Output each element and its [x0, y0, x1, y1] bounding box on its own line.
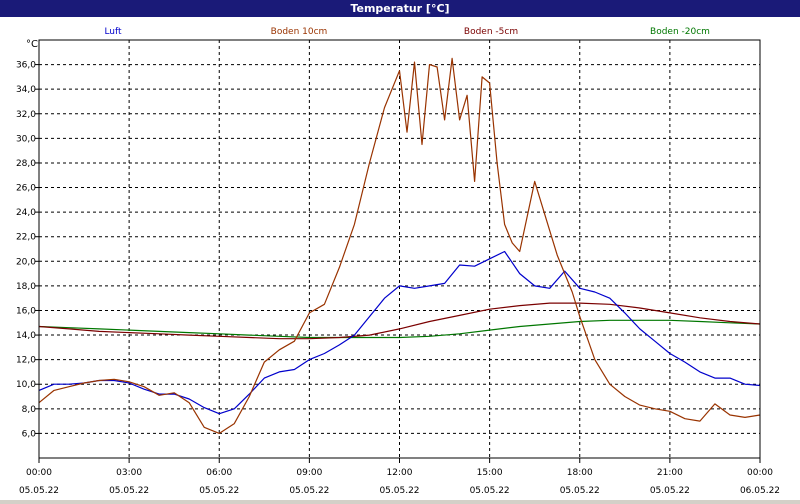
y-tick-label: 6,0: [22, 429, 37, 439]
x-tick-date-label: 05.05.22: [650, 486, 690, 496]
y-tick-label: 8,0: [22, 405, 37, 415]
y-tick-label: 36,0: [16, 61, 36, 71]
y-tick-label: 10,0: [16, 380, 36, 390]
x-tick-time-label: 12:00: [387, 468, 413, 478]
y-tick-label: 30,0: [16, 134, 36, 144]
y-tick-label: 18,0: [16, 282, 36, 292]
x-tick-time-label: 00:00: [747, 468, 773, 478]
x-tick-time-label: 15:00: [477, 468, 503, 478]
x-tick-time-label: 21:00: [657, 468, 683, 478]
y-tick-label: 32,0: [16, 110, 36, 120]
y-tick-label: 16,0: [16, 306, 36, 316]
series-line-boden-20cm: [38, 319, 761, 339]
x-tick-date-label: 05.05.22: [289, 486, 329, 496]
grid: [39, 40, 760, 458]
x-tick-date-label: 05.05.22: [109, 486, 149, 496]
y-tick-label: 34,0: [16, 85, 36, 95]
x-tick-time-label: 06:00: [206, 468, 232, 478]
y-tick-label: 24,0: [16, 208, 36, 218]
x-tick-time-label: 09:00: [296, 468, 322, 478]
series-line-boden-10cm: [38, 57, 761, 434]
temperature-chart: Luft Boden 10cm Boden -5cm Boden -20cm °C 6…: [16, 27, 780, 496]
x-tick-date-label: 05.05.22: [470, 486, 510, 496]
x-tick-date-label: 05.05.22: [560, 486, 600, 496]
legend-entry: Boden 10cm: [271, 27, 328, 37]
series-lines: [38, 57, 761, 434]
x-tick-date-label: 05.05.22: [199, 486, 239, 496]
y-axis-unit: °C: [26, 39, 38, 50]
x-tick-time-label: 00:00: [26, 468, 52, 478]
x-tick-time-label: 18:00: [567, 468, 593, 478]
y-tick-label: 20,0: [16, 257, 36, 267]
y-tick-label: 14,0: [16, 331, 36, 341]
y-tick-label: 12,0: [16, 356, 36, 366]
y-axis-ticks: 6,0 8,0 10,0 12,0 14,0 16,0 18,0 20,0 22,0 24,0 26…: [16, 61, 39, 439]
x-tick-date-label: 05.05.22: [19, 486, 59, 496]
x-tick-date-label: 05.05.22: [379, 486, 419, 496]
y-tick-label: 22,0: [16, 233, 36, 243]
chart-title-bar: Temperatur [°C]: [0, 0, 800, 17]
legend-entry: Boden -20cm: [650, 27, 710, 37]
x-tick-date-label: 06.05.22: [740, 486, 780, 496]
legend-entry: Luft: [104, 27, 122, 37]
y-tick-label: 28,0: [16, 159, 36, 169]
legend: Luft Boden 10cm Boden -5cm Boden -20cm: [104, 27, 710, 37]
chart-area: Luft Boden 10cm Boden -5cm Boden -20cm °C 6…: [0, 17, 800, 500]
series-line-luft: [38, 250, 761, 415]
x-axis-ticks: 00:00 05.05.22 03:00 05.05.22 06:00 05.05.22 0…: [19, 458, 780, 496]
y-tick-label: 26,0: [16, 184, 36, 194]
series-line-boden-5cm: [38, 302, 761, 340]
x-tick-time-label: 03:00: [116, 468, 142, 478]
legend-entry: Boden -5cm: [464, 27, 518, 37]
